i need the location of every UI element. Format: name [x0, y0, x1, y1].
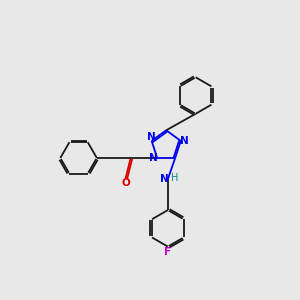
Text: O: O	[121, 178, 130, 188]
Text: N: N	[147, 132, 156, 142]
Text: H: H	[171, 173, 178, 183]
Text: N: N	[160, 174, 168, 184]
Text: F: F	[164, 248, 171, 257]
Text: N: N	[149, 153, 158, 163]
Text: N: N	[180, 136, 189, 146]
